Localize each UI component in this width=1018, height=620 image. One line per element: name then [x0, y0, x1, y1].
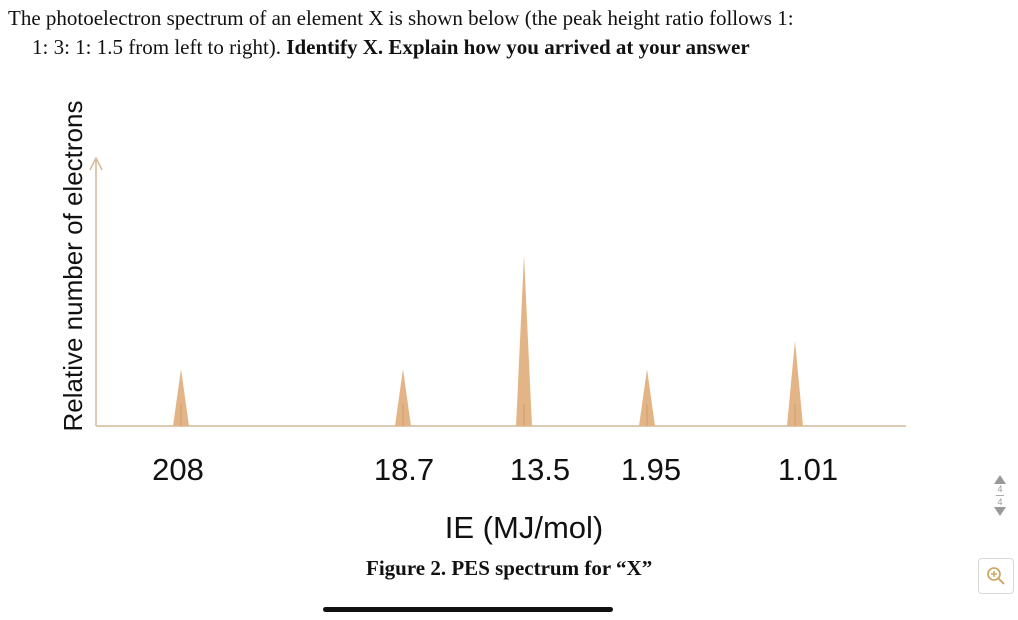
page-down-icon[interactable] — [994, 507, 1006, 516]
page-navigator[interactable]: 4 4 — [987, 475, 1013, 537]
total-pages: 4 — [997, 497, 1003, 507]
zoom-button[interactable] — [978, 558, 1014, 594]
question-line-1: The photoelectron spectrum of an element… — [8, 6, 794, 30]
zoom-in-icon — [987, 567, 1005, 585]
peak-5 — [787, 340, 803, 426]
question-line-2: 1: 3: 1: 1.5 from left to right). Identi… — [8, 33, 1008, 62]
peak-3 — [516, 255, 532, 426]
x-tick-label-1: 208 — [152, 452, 204, 487]
peak-1 — [173, 369, 189, 426]
page-up-icon[interactable] — [994, 475, 1006, 484]
peaks-group — [173, 255, 803, 426]
x-tick-label-5: 1.01 — [778, 452, 838, 487]
x-axis-label: IE (MJ/mol) — [445, 510, 603, 545]
peak-4 — [639, 369, 655, 426]
page-divider — [996, 495, 1004, 496]
chart-axes — [89, 156, 906, 427]
y-axis-arrow — [89, 156, 103, 171]
question-text: The photoelectron spectrum of an element… — [8, 4, 1008, 62]
current-page: 4 — [997, 484, 1003, 494]
x-tick-label-2: 18.7 — [374, 452, 434, 487]
figure-caption: Figure 2. PES spectrum for “X” — [366, 556, 653, 580]
x-tick-label-3: 13.5 — [510, 452, 570, 487]
y-axis-label: Relative number of electrons — [58, 101, 88, 432]
x-tick-label-4: 1.95 — [621, 452, 681, 487]
home-indicator[interactable] — [323, 607, 613, 612]
peak-2 — [395, 369, 411, 426]
question-instruction: Identify X. Explain how you arrived at y… — [286, 35, 750, 59]
tick-labels-group: 208 18.7 13.5 1.95 1.01 — [152, 452, 838, 487]
question-ratio-text: 1: 3: 1: 1.5 from left to right). — [32, 35, 282, 59]
